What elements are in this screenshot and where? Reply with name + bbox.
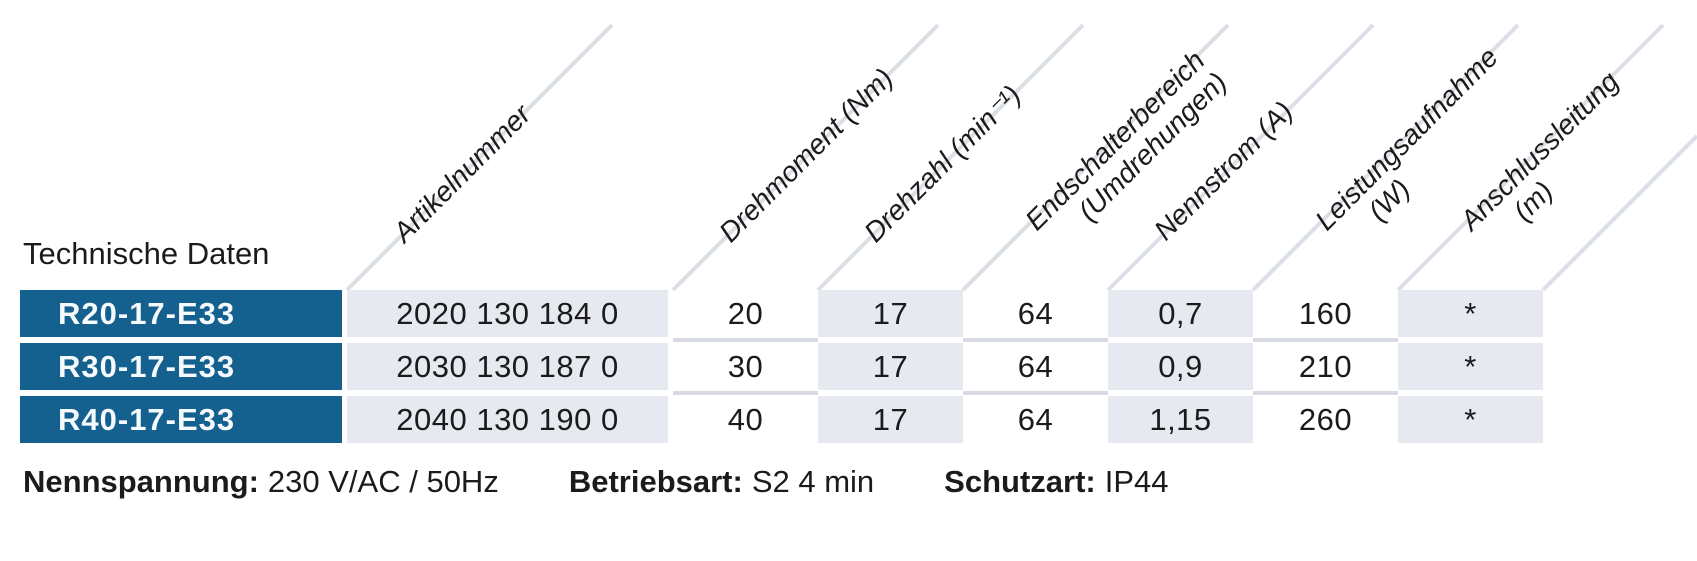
column-header-label: Artikelnummer <box>387 98 537 248</box>
cell-leistungsaufnahme: 260 <box>1298 401 1353 437</box>
row-separator <box>1253 338 1398 342</box>
cell-leistungsaufnahme: 210 <box>1298 348 1353 384</box>
row-header-model: R20-17-E33 <box>20 290 342 337</box>
cell-artikelnummer: 2040 130 190 0 <box>347 396 668 443</box>
column-header-endschalterbereich: Endschalterbereich (Umdrehungen) <box>1019 44 1233 258</box>
cell-leistungsaufnahme: 160 <box>1298 295 1353 331</box>
footer-specs: Nennspannung: 230 V/AC / 50Hz Betriebsart… <box>23 464 1169 500</box>
spec-label: Betriebsart: <box>568 464 743 499</box>
cell-artikelnummer: 2020 130 184 0 <box>347 290 668 337</box>
cell-endschalterbereich: 64 <box>1017 401 1054 437</box>
cell-drehzahl: 17 <box>818 290 963 337</box>
spec-value: S2 4 min <box>751 464 875 499</box>
cell-nennstrom: 0,9 <box>1108 343 1253 390</box>
table-row: R20-17-E33 2020 130 184 0 20 17 64 0,7 1… <box>20 290 1543 337</box>
row-separator <box>673 338 818 342</box>
cell-endschalterbereich: 64 <box>1017 348 1054 384</box>
cell-anschlussleitung: * <box>1398 396 1543 443</box>
spec-value: 230 V/AC / 50Hz <box>267 464 499 499</box>
cell-artikelnummer: 2030 130 187 0 <box>347 343 668 390</box>
cell-nennstrom: 1,15 <box>1108 396 1253 443</box>
spec-value: IP44 <box>1104 464 1169 499</box>
cell-drehzahl: 17 <box>818 396 963 443</box>
row-separator <box>963 338 1108 342</box>
spec-label: Nennspannung: <box>23 464 259 499</box>
column-header-label: Drehzahl (min⁻¹) <box>858 79 1027 249</box>
row-separator <box>963 391 1108 395</box>
table-row: R40-17-E33 2040 130 190 0 40 17 64 1,15 … <box>20 396 1543 443</box>
cell-drehmoment: 40 <box>727 401 764 437</box>
cell-drehmoment: 20 <box>727 295 764 331</box>
cell-anschlussleitung: * <box>1398 290 1543 337</box>
spec-label: Schutzart: <box>944 464 1096 499</box>
spec-betriebsart: Betriebsart: S2 4 min <box>569 464 874 500</box>
spec-schutzart: Schutzart: IP44 <box>944 464 1168 500</box>
row-header-model: R40-17-E33 <box>20 396 342 443</box>
row-header-model: R30-17-E33 <box>20 343 342 390</box>
cell-drehzahl: 17 <box>818 343 963 390</box>
table-row: R30-17-E33 2030 130 187 0 30 17 64 0,9 2… <box>20 343 1543 390</box>
column-header-drehzahl: Drehzahl (min⁻¹) <box>858 79 1027 248</box>
spec-nennspannung: Nennspannung: 230 V/AC / 50Hz <box>23 464 499 500</box>
column-header-artikelnummer: Artikelnummer <box>387 98 537 248</box>
table-title: Technische Daten <box>23 236 270 271</box>
cell-anschlussleitung: * <box>1398 343 1543 390</box>
cell-nennstrom: 0,7 <box>1108 290 1253 337</box>
row-separator <box>673 391 818 395</box>
cell-endschalterbereich: 64 <box>1017 295 1054 331</box>
row-separator <box>1253 391 1398 395</box>
cell-drehmoment: 30 <box>727 348 764 384</box>
